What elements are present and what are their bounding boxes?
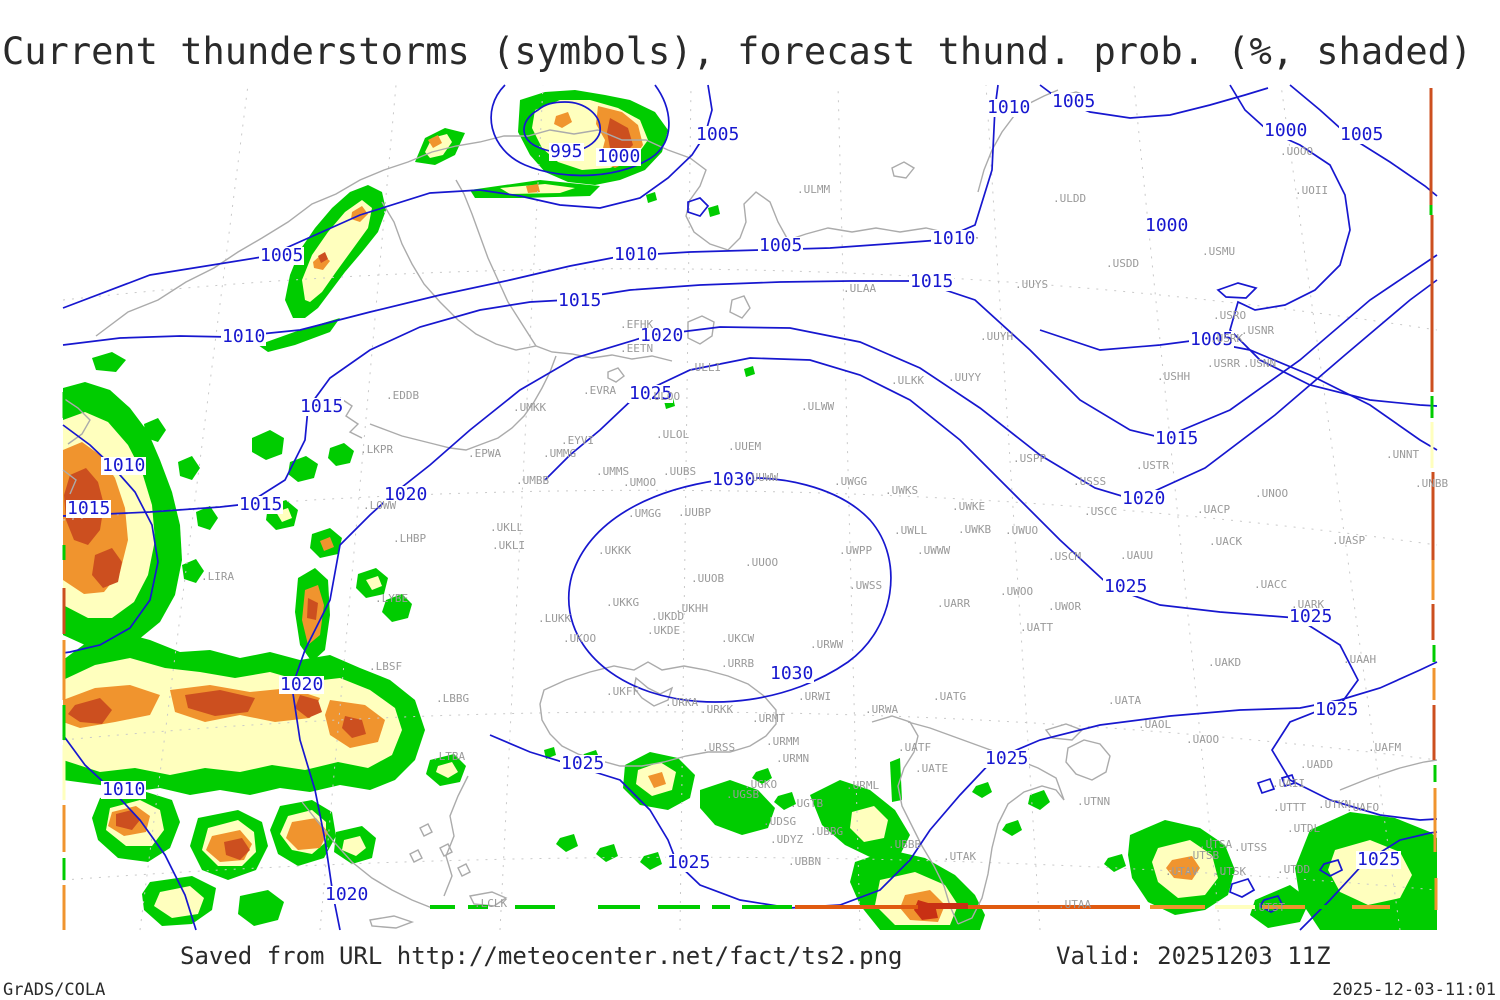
map-title: Current thunderstorms (symbols), forecas… bbox=[2, 30, 1473, 73]
graticule-grid bbox=[62, 84, 1438, 931]
thunderstorm-probability-shading bbox=[63, 90, 1437, 930]
footer-source-url: Saved from URL http://meteocenter.net/fa… bbox=[180, 942, 903, 970]
footer-valid-time: Valid: 20251203 11Z bbox=[1056, 942, 1331, 970]
map-edge-shading-artifacts bbox=[62, 88, 1438, 930]
footer-grads-credit: GrADS/COLA bbox=[3, 980, 106, 1000]
footer-timestamp: 2025-12-03-11:01 bbox=[1332, 980, 1496, 1000]
